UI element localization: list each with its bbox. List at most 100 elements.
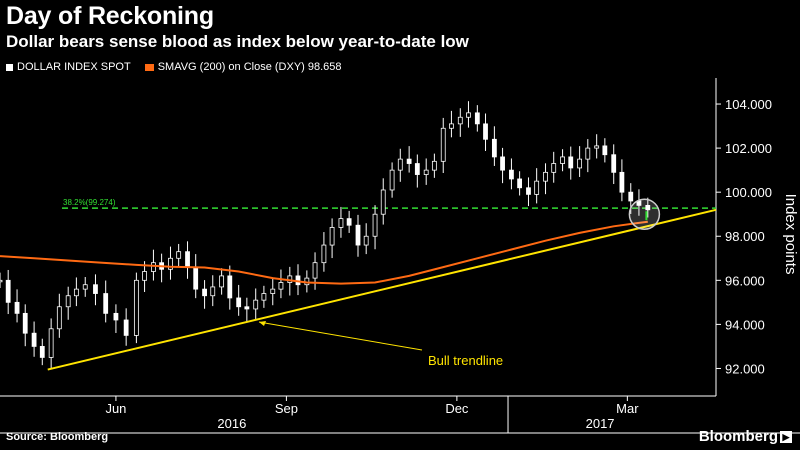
price-candle-body (82, 284, 88, 290)
price-candle-body (227, 275, 233, 299)
year-label: 2016 (217, 416, 246, 431)
price-candle-body (142, 271, 147, 281)
price-candle-body (0, 279, 3, 283)
y-tick-label: 104.000 (725, 97, 772, 112)
price-candle-body (568, 156, 574, 169)
price-candle-body (22, 312, 28, 334)
price-candle-body (39, 346, 45, 358)
price-candle-body (329, 227, 335, 246)
brand-logo: Bloomberg ▶ (699, 428, 792, 445)
price-candle-body (560, 156, 565, 164)
price-candle-body (611, 154, 617, 173)
price-candle-body (457, 116, 463, 125)
price-candle-body (65, 295, 71, 308)
price-candle-body (151, 262, 156, 272)
price-candle-body (551, 163, 557, 173)
source-note: Source: Bloomberg (6, 431, 109, 443)
trendline-callout-leader (258, 321, 423, 351)
price-candle-body (168, 257, 173, 270)
brand-play-icon: ▶ (780, 430, 792, 443)
price-candle-body (93, 284, 98, 294)
legend-label-smavg: SMAVG (200) on Close (DXY) 98.658 (157, 61, 342, 73)
price-candle-body (103, 293, 109, 314)
price-candle-body (5, 279, 11, 303)
price-candle-body (31, 332, 37, 347)
price-candle-body (509, 169, 514, 180)
price-candle-body (585, 147, 591, 160)
x-tick-label: Dec (445, 401, 469, 416)
y-tick-label: 92.000 (725, 361, 765, 376)
price-candle-body (202, 288, 207, 297)
price-candle-body (372, 213, 378, 237)
price-candle-body (244, 306, 250, 310)
price-candle-body (414, 163, 420, 175)
y-axis-label: Index points (782, 194, 799, 275)
y-tick-label: 98.000 (725, 229, 765, 244)
price-candle-body (363, 235, 369, 246)
legend-label-dollar-index: DOLLAR INDEX SPOT (17, 61, 131, 73)
price-candle-body (312, 262, 318, 279)
legend-swatch-smavg (144, 63, 154, 71)
x-tick-label: Mar (616, 401, 639, 416)
price-candle-body (253, 299, 259, 310)
y-tick-label: 96.000 (725, 273, 765, 288)
price-candle-body (56, 306, 62, 330)
trendline-callout-arrow (259, 321, 266, 326)
price-candle-body (406, 158, 412, 164)
price-candle-body (113, 312, 119, 321)
price-candle-body (397, 158, 403, 171)
price-candle-body (210, 286, 216, 297)
price-candle-body (346, 218, 352, 226)
price-candle-body (423, 169, 429, 175)
legend-swatch-dollar-index (6, 63, 13, 71)
chart-title: Day of Reckoning (6, 2, 214, 30)
price-candle-body (73, 288, 79, 297)
highlight-circle (628, 198, 661, 230)
trendline-callout-label: Bull trendline (428, 353, 503, 368)
price-candle-body (602, 145, 608, 156)
x-tick-label: Sep (275, 401, 298, 416)
price-candle-body (321, 244, 327, 264)
price-candle-body (389, 169, 395, 191)
price-candle-body (466, 112, 471, 118)
x-tick-label: Jun (105, 401, 126, 416)
year-label: 2017 (586, 416, 615, 431)
price-candle-body (431, 160, 437, 171)
price-candle-body (483, 123, 488, 140)
price-candle-body (261, 293, 267, 301)
brand-wordmark: Bloomberg (698, 428, 778, 445)
price-candle-body (526, 187, 531, 195)
price-candle-body (543, 171, 548, 182)
price-candle-body (14, 301, 20, 314)
price-candle-body (123, 319, 129, 336)
price-candle-body (270, 288, 276, 294)
price-candle-body (474, 112, 480, 125)
price-candle-body (577, 158, 583, 169)
legend-item-dollar-index: DOLLAR INDEX SPOT (6, 61, 131, 73)
fib-level-label: 38.2%(99.274) (63, 198, 116, 207)
smavg-line (0, 220, 648, 285)
price-candle-body (619, 171, 625, 193)
price-candle-body (645, 204, 651, 211)
price-candle-body (176, 251, 182, 259)
y-tick-label: 100.000 (725, 185, 772, 200)
price-candle-body (236, 297, 242, 308)
price-candle-body (338, 218, 344, 228)
price-candle-body (278, 282, 284, 290)
legend-item-smavg: SMAVG (200) on Close (DXY) 98.658 (144, 61, 342, 73)
price-candle-body (193, 266, 199, 290)
price-candle-body (133, 279, 139, 336)
price-candle-body (48, 328, 54, 358)
y-tick-label: 94.000 (725, 317, 765, 332)
price-candle-body (517, 178, 523, 189)
y-tick-label: 102.000 (725, 141, 772, 156)
price-candle-body (534, 180, 540, 195)
chart-subtitle: Dollar bears sense blood as index below … (6, 32, 469, 51)
bull-trendline (47, 208, 717, 371)
price-candle-body (219, 275, 225, 288)
price-candle-body (628, 191, 634, 202)
price-candle-body (380, 189, 386, 215)
price-candle-body (440, 127, 446, 162)
price-candle-body (449, 123, 454, 129)
